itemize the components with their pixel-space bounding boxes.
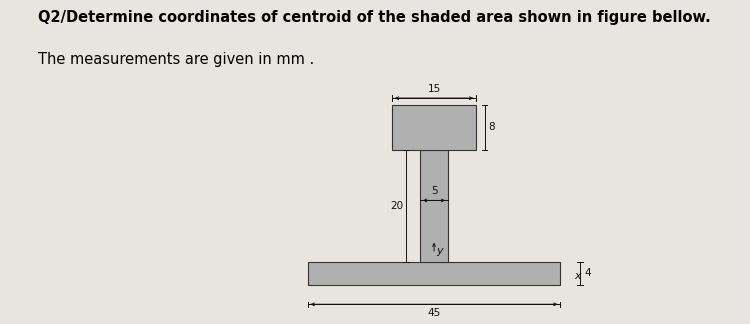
Text: y: y	[436, 246, 443, 256]
Text: 8: 8	[488, 122, 495, 133]
Text: 45: 45	[427, 308, 441, 318]
Text: x: x	[574, 271, 581, 281]
Bar	[392, 105, 476, 150]
Bar	[308, 262, 560, 285]
Text: The measurements are given in mm .: The measurements are given in mm .	[38, 52, 314, 67]
Text: 15: 15	[427, 84, 441, 94]
Text: 20: 20	[390, 201, 404, 211]
Text: 4: 4	[584, 269, 591, 278]
Bar	[420, 150, 448, 262]
Text: Q2/Determine coordinates of centroid of the shaded area shown in figure bellow.: Q2/Determine coordinates of centroid of …	[38, 10, 710, 25]
Text: 5: 5	[430, 186, 437, 196]
